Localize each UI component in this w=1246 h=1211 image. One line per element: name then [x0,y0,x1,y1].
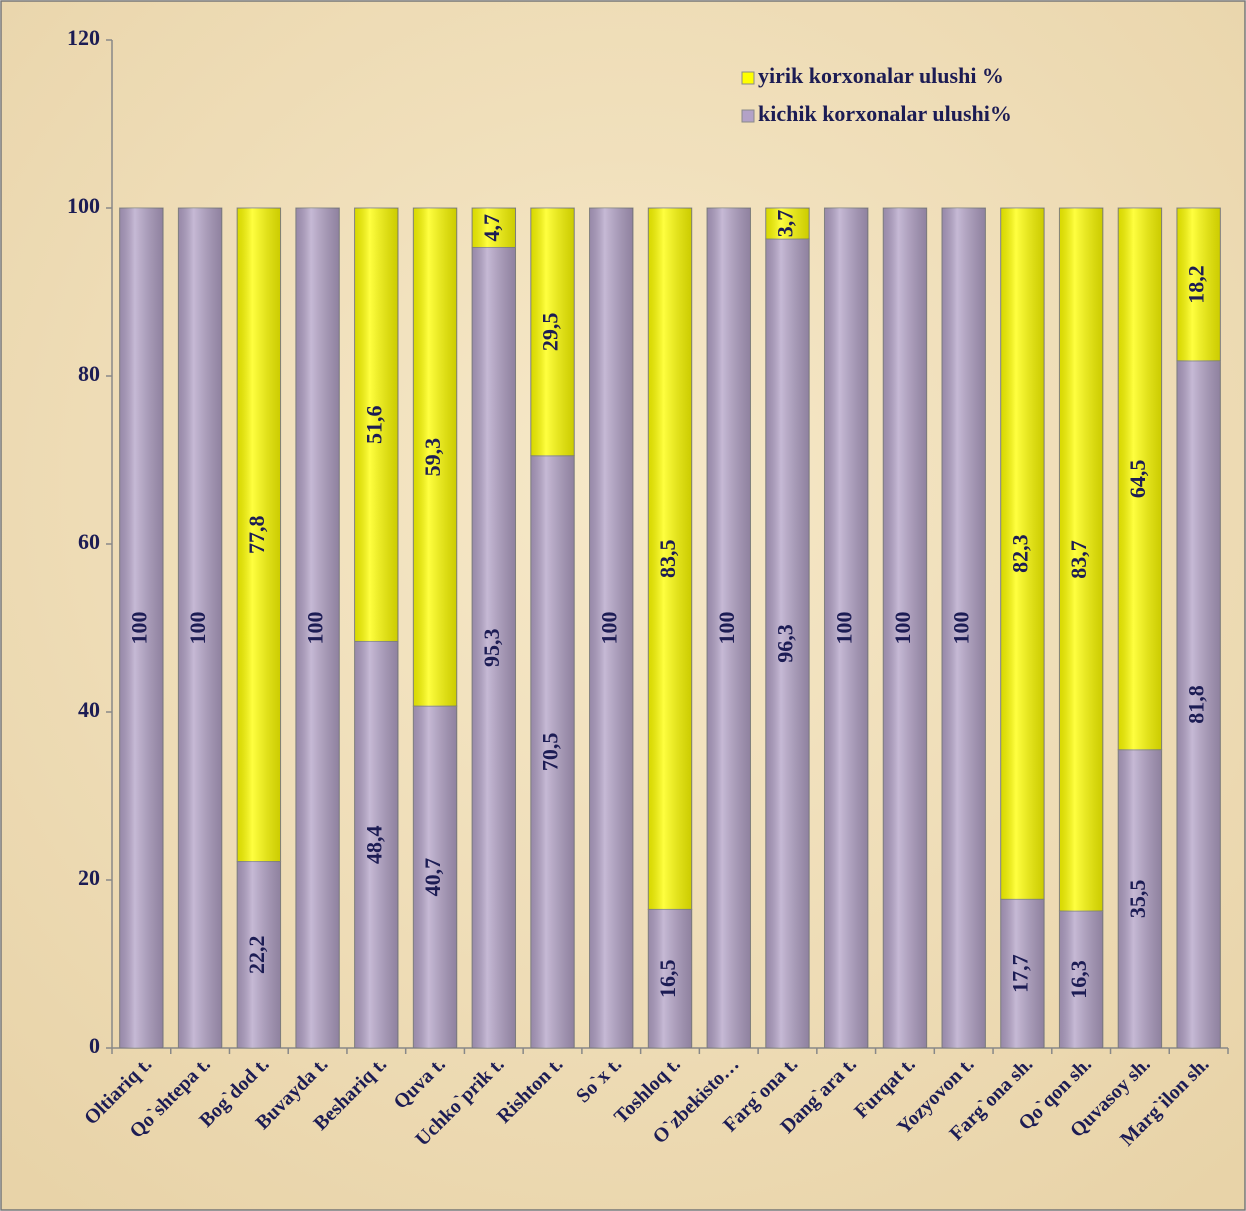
data-label: 48,4 [361,825,386,864]
data-label: 16,5 [655,959,680,998]
data-label: 16,3 [1066,960,1091,999]
data-label: 100 [949,612,974,645]
data-label: 18,2 [1184,265,1209,304]
legend-swatch [741,109,755,123]
y-tick-label: 0 [89,1033,100,1058]
data-label: 17,7 [1007,954,1032,993]
data-label: 100 [596,612,621,645]
data-label: 100 [303,612,328,645]
data-label: 4,7 [479,214,504,242]
y-tick-label: 40 [78,697,100,722]
data-label: 100 [831,612,856,645]
data-label: 100 [890,612,915,645]
legend-label: yirik korxonalar ulushi % [758,63,1004,88]
data-label: 35,5 [1125,880,1150,919]
data-label: 29,5 [538,313,563,352]
data-label: 70,5 [538,733,563,772]
data-label: 3,7 [773,210,798,238]
y-tick-label: 100 [67,193,100,218]
data-label: 22,2 [244,936,269,975]
data-label: 83,5 [655,539,680,578]
data-label: 40,7 [420,858,445,897]
data-label: 51,6 [361,405,386,444]
data-label: 95,3 [479,628,504,667]
data-label: 77,8 [244,516,269,555]
legend-label: kichik korxonalar ulushi% [758,101,1012,126]
data-label: 82,3 [1007,534,1032,573]
y-tick-label: 20 [78,865,100,890]
y-tick-label: 60 [78,529,100,554]
y-tick-label: 80 [78,361,100,386]
data-label: 100 [126,612,151,645]
data-label: 81,8 [1184,685,1209,724]
data-label: 83,7 [1066,540,1091,579]
legend-swatch [741,71,755,85]
y-tick-label: 120 [67,25,100,50]
data-label: 96,3 [773,624,798,663]
data-label: 100 [185,612,210,645]
data-label: 100 [714,612,739,645]
data-label: 59,3 [420,438,445,477]
data-label: 64,5 [1125,460,1150,499]
